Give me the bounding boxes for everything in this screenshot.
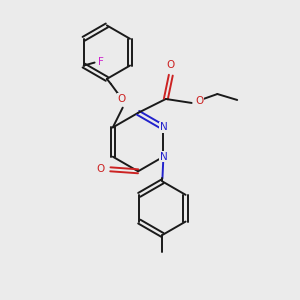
Text: O: O [167,60,175,70]
Text: N: N [160,122,167,133]
Text: O: O [96,164,105,174]
Text: O: O [118,94,126,104]
Text: F: F [98,57,103,67]
Text: N: N [160,152,167,162]
Text: O: O [195,96,204,106]
